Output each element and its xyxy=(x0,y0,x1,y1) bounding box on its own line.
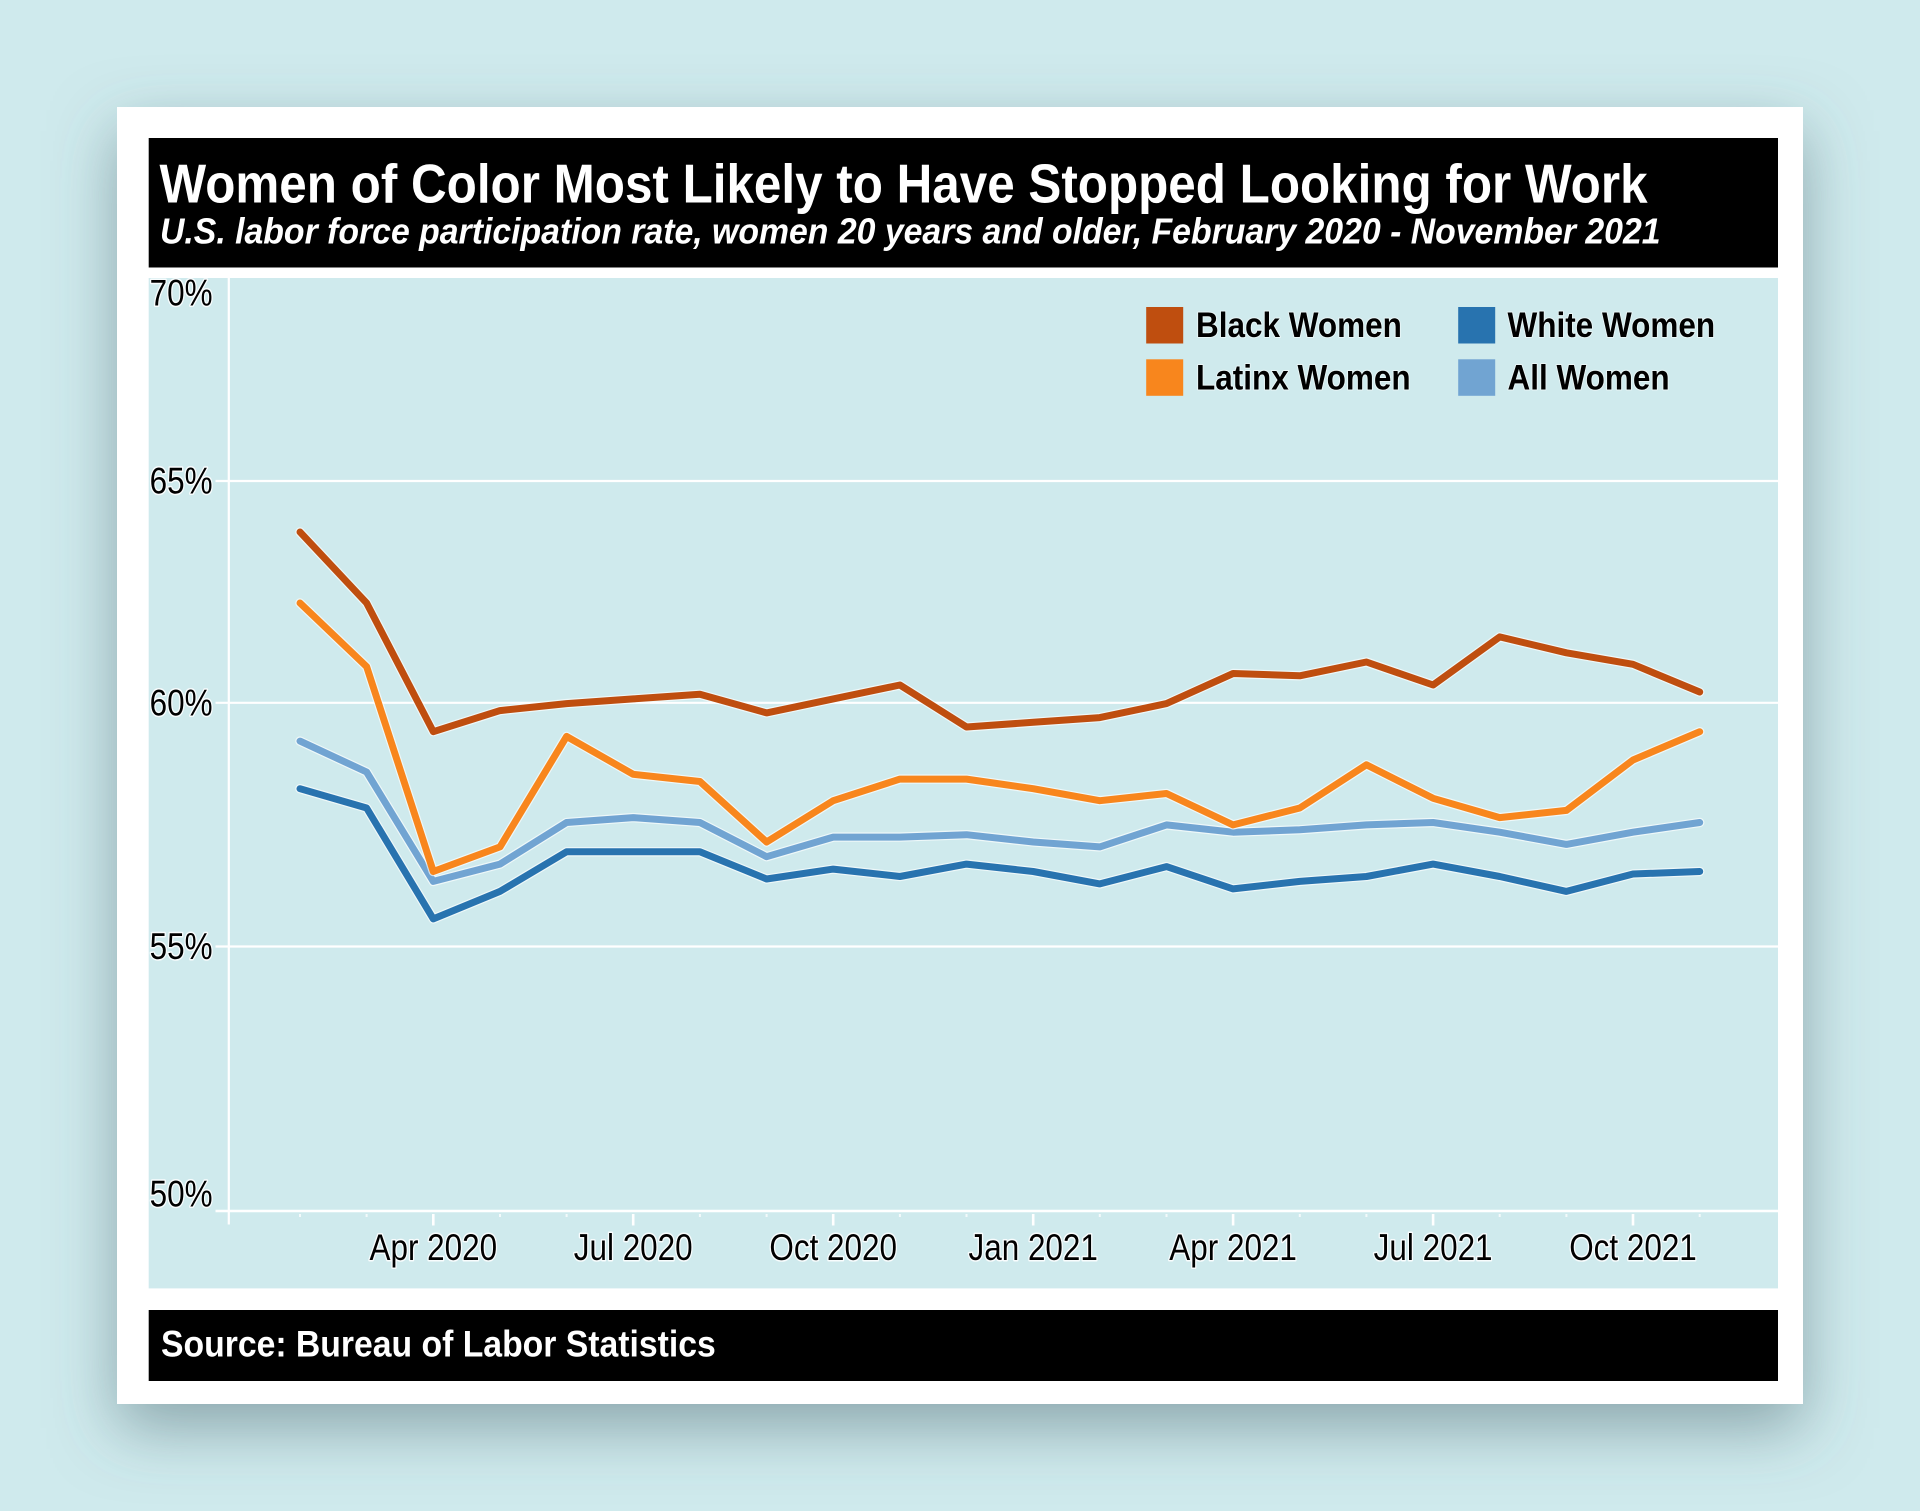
svg-text:Oct 2020: Oct 2020 xyxy=(769,1228,897,1269)
svg-text:Apr 2021: Apr 2021 xyxy=(1169,1228,1297,1269)
svg-text:Source: Bureau of Labor Statis: Source: Bureau of Labor Statistics xyxy=(161,1323,716,1365)
svg-text:Jul 2020: Jul 2020 xyxy=(574,1228,693,1269)
svg-text:60%: 60% xyxy=(150,683,213,724)
svg-text:Jul 2021: Jul 2021 xyxy=(1374,1228,1493,1269)
svg-text:Apr 2020: Apr 2020 xyxy=(369,1228,497,1269)
svg-text:55%: 55% xyxy=(150,927,213,968)
svg-text:50%: 50% xyxy=(150,1174,213,1215)
svg-text:U.S. labor force participation: U.S. labor force participation rate, wom… xyxy=(160,212,1661,252)
svg-text:Jan 2021: Jan 2021 xyxy=(969,1228,1098,1269)
svg-text:White Women: White Women xyxy=(1508,307,1716,346)
svg-text:All Women: All Women xyxy=(1508,359,1670,398)
svg-text:Oct 2021: Oct 2021 xyxy=(1569,1228,1697,1269)
svg-text:Black Women: Black Women xyxy=(1196,307,1402,346)
svg-text:65%: 65% xyxy=(150,461,213,502)
svg-text:Latinx Women: Latinx Women xyxy=(1196,359,1411,398)
svg-text:70%: 70% xyxy=(150,273,213,314)
svg-text:Women of Color Most Likely to: Women of Color Most Likely to Have Stopp… xyxy=(160,154,1649,215)
